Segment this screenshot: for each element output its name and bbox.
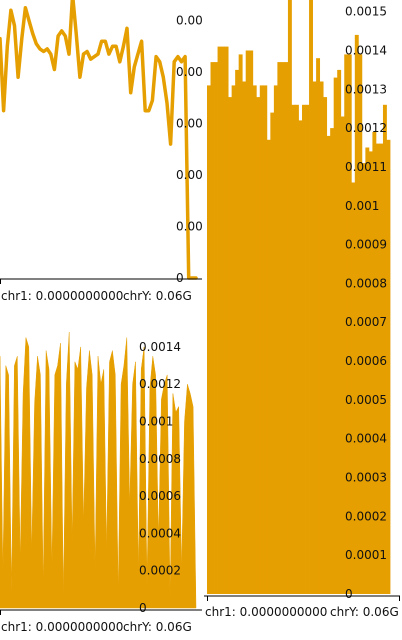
bar-40 (347, 54, 352, 594)
bar-23 (287, 0, 292, 595)
series-line-top-left (0, 0, 198, 280)
y-tick-label: 0.0002 (176, 220, 202, 234)
bar-15 (259, 85, 264, 595)
y-tick-label: 0.0012 (139, 377, 181, 391)
y-tick-label: 0.0007 (345, 315, 387, 329)
bar-50 (382, 104, 387, 595)
y-tick-label: 0.0003 (345, 471, 387, 485)
chart-panel-bottom-left: 0 0.0002 0.0004 0.0006 0.0008 0.001 0.0012 0.00… (0, 322, 202, 640)
bar-7 (231, 85, 236, 595)
bar-25 (294, 104, 299, 595)
bar-13 (252, 85, 257, 595)
bar-47 (372, 132, 377, 594)
bar-32 (319, 81, 324, 594)
x-range-end-label: chrY: 0.06G (123, 289, 192, 303)
bar-36 (333, 77, 338, 595)
y-tick-label: 0.0004 (345, 432, 387, 446)
bar-34 (326, 135, 331, 594)
bar-16 (263, 85, 268, 595)
y-tick-label: 0.0006 (345, 354, 387, 368)
bar-3 (217, 46, 222, 595)
y-tick-label: 0.0008 (176, 65, 202, 79)
x-range-end-label: chrY: 0.06G (330, 605, 399, 619)
y-tick-label: 0 (139, 601, 147, 615)
y-tick-label: 0.0008 (345, 276, 387, 290)
x-range-start-label: chr1: 0.0000000000 (1, 289, 123, 303)
bar-28 (305, 104, 310, 595)
chart-panel-right: 0 0.0001 0.0002 0.0003 0.0004 0.0005 0.0006 0.0… (204, 0, 402, 640)
series-area-bottom-left (0, 331, 197, 609)
y-tick-label: 0.001 (176, 14, 202, 28)
bar-17 (266, 139, 271, 595)
bar-22 (284, 62, 289, 595)
bar-29 (309, 0, 313, 595)
bar-24 (291, 104, 296, 595)
y-tick-label: 0.0002 (139, 564, 181, 578)
bar-41 (351, 182, 356, 594)
bar-44 (361, 163, 366, 594)
y-tick-label: 0.0011 (345, 160, 387, 174)
chart-svg-top-left: 0 0.0002 0.0004 0.0006 0.0008 0.001 chr1: 0.00… (0, 0, 202, 303)
y-tick-label: 0.0006 (139, 489, 181, 503)
y-tick-label: 0.001 (345, 199, 379, 213)
y-tick-label: 0.0008 (139, 452, 181, 466)
bar-49 (379, 143, 384, 594)
bar-20 (277, 62, 282, 595)
y-tick-label: 0.0001 (345, 548, 387, 562)
chart-svg-bottom-left: 0 0.0002 0.0004 0.0006 0.0008 0.001 0.0012 0.00… (0, 331, 202, 634)
bar-5 (224, 46, 229, 595)
bar-0 (207, 85, 211, 595)
y-tick-label: 0.0002 (345, 509, 387, 523)
x-range-end-label: chrY: 0.06G (123, 620, 192, 634)
bar-6 (228, 97, 233, 594)
bar-8 (235, 69, 240, 594)
bar-45 (365, 147, 370, 594)
y-tick-label: 0 (345, 587, 353, 601)
bar-27 (302, 104, 306, 595)
bar-11 (245, 50, 250, 594)
x-range-start-label: chr1: 0.0000000000 (1, 620, 123, 634)
bar-12 (249, 50, 254, 594)
bar-39 (344, 54, 349, 594)
y-tick-label: 0.0014 (139, 340, 181, 354)
bar-9 (238, 54, 243, 594)
bar-48 (375, 143, 380, 594)
y-tick-label: 0.0012 (345, 121, 387, 135)
bar-38 (340, 116, 345, 594)
bar-37 (337, 69, 342, 594)
bar-26 (298, 120, 303, 595)
y-tick-label: 0.0004 (139, 526, 181, 540)
y-tick-label: 0.0015 (345, 5, 387, 19)
chart-panel-top-left: 0 0.0002 0.0004 0.0006 0.0008 0.001 chr1: 0.00… (0, 0, 202, 316)
bar-43 (358, 54, 363, 594)
bar-51 (386, 139, 391, 595)
bar-31 (316, 58, 321, 594)
bar-21 (280, 62, 285, 595)
y-tick-label: 0 (176, 271, 184, 285)
y-tick-label: 0.0014 (345, 44, 387, 58)
bar-14 (256, 97, 261, 594)
bar-2 (214, 62, 218, 595)
y-tick-label: 0.0013 (345, 82, 387, 96)
x-range-start-label: chr1: 0.0000000000 (205, 605, 327, 619)
bar-42 (354, 34, 359, 594)
y-tick-label: 0.0009 (345, 238, 387, 252)
y-tick-label: 0.0005 (345, 393, 387, 407)
bar-10 (242, 81, 247, 594)
bar-33 (323, 97, 328, 594)
bar-35 (330, 128, 335, 594)
bar-4 (221, 46, 225, 595)
y-tick-label: 0.0004 (176, 168, 202, 182)
bar-19 (273, 85, 278, 595)
y-tick-label: 0.0006 (176, 117, 202, 131)
bar-1 (210, 62, 215, 595)
bar-18 (270, 112, 275, 594)
y-tick-label: 0.001 (139, 415, 173, 429)
bar-46 (368, 151, 373, 594)
chart-svg-right: 0 0.0001 0.0002 0.0003 0.0004 0.0005 0.0006 0.0… (204, 0, 400, 619)
bar-30 (312, 81, 317, 594)
